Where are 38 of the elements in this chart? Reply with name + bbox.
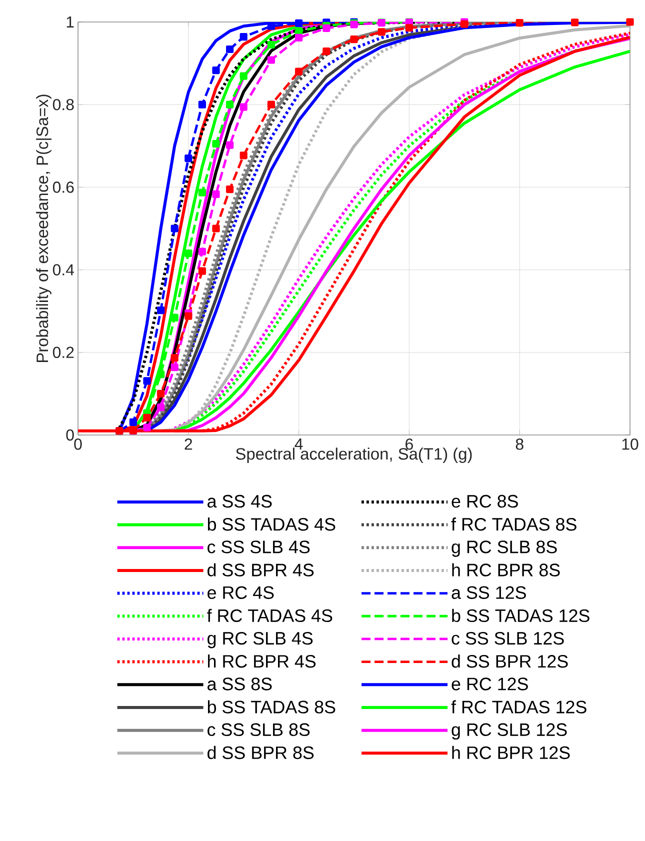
y-tick-label: 0 <box>66 429 74 441</box>
legend-label: h RC BPR 12S <box>452 746 570 760</box>
legend-label: a SS 12S <box>452 586 526 599</box>
legend-label: c SS SLB 12S <box>452 632 564 645</box>
legend-label: e RC 12S <box>452 678 528 690</box>
y-tick-label: 0.2 <box>52 346 74 358</box>
legend-label: g RC SLB 8S <box>452 540 557 557</box>
x-tick-label: 2 <box>184 438 192 450</box>
legend-label: a SS 8S <box>208 678 272 690</box>
legend-label: g RC SLB 4S <box>208 632 313 648</box>
legend-label: f RC TADAS 8S <box>451 518 576 531</box>
y-tick-label: 0.4 <box>52 264 74 276</box>
legend-label: a SS 4S <box>208 494 272 508</box>
y-tick-label: 1 <box>66 16 74 28</box>
x-axis-title: Spectral acceleration, Sa(T1) (g) <box>236 448 472 463</box>
legend-label: d SS BPR 4S <box>208 563 314 576</box>
y-axis-title: Probability of exceedance, P(c|Sa=x) <box>36 94 52 362</box>
legend-label: c SS SLB 4S <box>208 540 310 554</box>
legend-label: h RC BPR 8S <box>452 563 560 576</box>
legend-label: b SS TADAS 12S <box>452 608 590 622</box>
y-tick-label: 0.8 <box>52 98 74 110</box>
legend-label: g RC SLB 12S <box>452 723 567 740</box>
x-tick-label: 4 <box>294 438 303 450</box>
legend-label: b SS TADAS 8S <box>208 700 336 714</box>
legend-label: d SS BPR 12S <box>452 654 568 668</box>
legend-label: b SS TADAS 4S <box>208 518 336 531</box>
legend-label: h RC BPR 4S <box>208 654 316 668</box>
legend-label: d SS BPR 8S <box>208 746 314 760</box>
x-tick-label: 6 <box>406 438 413 450</box>
x-tick-label: 10 <box>622 438 638 450</box>
legend-label: e RC 4S <box>208 586 274 599</box>
legend-label: f RC TADAS 4S <box>207 608 332 622</box>
legend-label: c SS SLB 8S <box>208 723 310 736</box>
x-tick-label: 0 <box>74 438 82 450</box>
legend-label: f RC TADAS 12S <box>451 700 586 714</box>
y-tick-label: 0.6 <box>52 182 74 193</box>
x-tick-label: 8 <box>516 438 524 450</box>
legend-label: e RC 8S <box>452 494 518 508</box>
